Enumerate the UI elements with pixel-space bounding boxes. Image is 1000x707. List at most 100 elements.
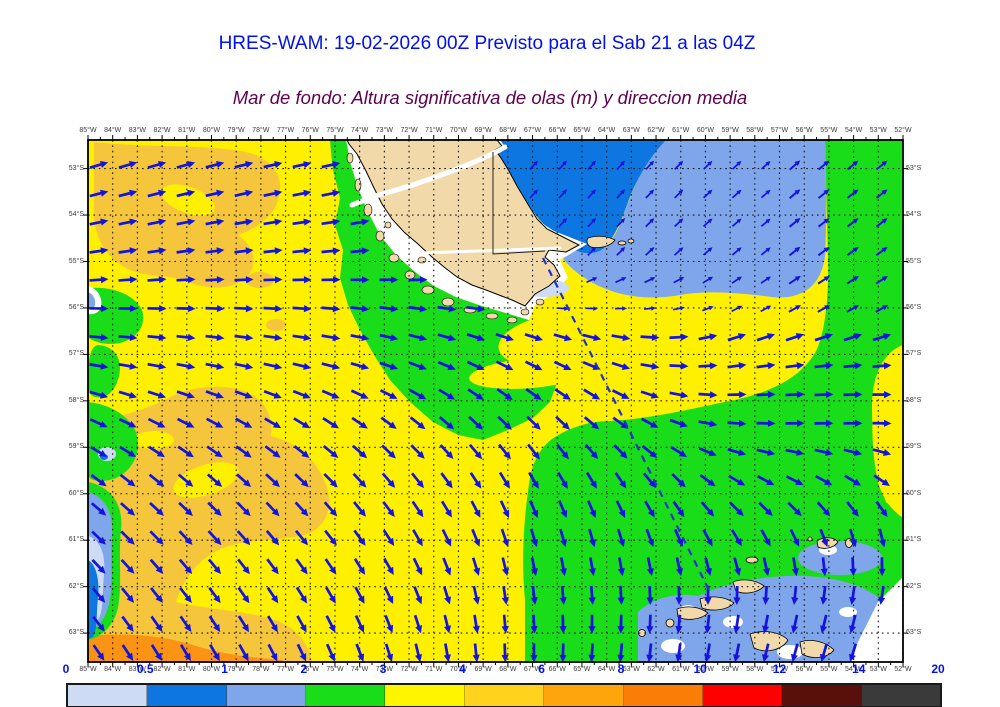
wave-arrow (120, 530, 135, 545)
wave-arrow (756, 362, 776, 370)
wave-arrow (643, 306, 656, 311)
wave-arrow (875, 160, 888, 171)
wave-arrow (120, 558, 135, 574)
wave-arrow (351, 444, 368, 459)
wave-arrow (611, 333, 631, 342)
wave-arrow (89, 247, 109, 255)
wave-arrow (873, 474, 890, 486)
wave-arrow (615, 500, 626, 518)
wave-arrow (588, 643, 596, 663)
colorbar-segment (385, 685, 465, 706)
wave-arrow (294, 501, 309, 517)
wave-arrow (412, 529, 423, 547)
wave-arrow (321, 389, 340, 399)
lon-label-bottom: 73°W (375, 666, 393, 673)
wave-arrow (178, 501, 193, 516)
wave-arrow (118, 304, 138, 313)
wave-arrow (147, 218, 167, 226)
colorbar-segment (306, 685, 386, 706)
wave-arrow (118, 333, 138, 341)
wave-arrow (616, 189, 626, 199)
wave-arrow (731, 247, 742, 256)
wave-arrow (528, 500, 539, 519)
wave-arrow (698, 362, 718, 370)
wave-arrow (733, 557, 741, 576)
wave-arrow (234, 218, 254, 226)
wave-arrow (384, 614, 394, 634)
wave-arrow (616, 160, 626, 171)
colorbar-tick-label: 10 (693, 662, 707, 676)
lon-label-top: 64°W (598, 127, 616, 134)
wave-arrow (846, 501, 859, 517)
wave-arrow (382, 500, 395, 517)
colorbar-tick-label: 6 (538, 662, 545, 676)
wave-arrow (263, 161, 283, 169)
wave-arrow (529, 160, 539, 170)
lon-label-bottom: 59°W (721, 666, 739, 673)
wave-arrow (617, 557, 625, 577)
wave-arrow (814, 448, 834, 456)
colorbar-tick-label: 2 (300, 662, 308, 676)
wave-arrow (704, 643, 712, 663)
wave-arrow (121, 644, 134, 661)
wave-arrow (704, 614, 712, 634)
wave-arrow (698, 333, 718, 341)
wave-arrow (785, 333, 804, 342)
wave-arrow (760, 189, 771, 199)
wave-arrow (703, 160, 713, 170)
wave-arrow (238, 643, 249, 662)
wave-arrow (756, 448, 776, 456)
lat-label-right: 63°S (906, 629, 922, 637)
wave-arrow (294, 473, 309, 488)
wave-arrow (559, 557, 567, 577)
wave-arrow (118, 218, 138, 226)
wave-arrow (205, 276, 225, 284)
wave-arrow (410, 444, 425, 459)
wave-arrow (559, 643, 567, 663)
wave-arrow (234, 247, 254, 255)
wave-arrow (846, 246, 859, 257)
wave-arrow (355, 643, 365, 662)
wave-arrow (587, 160, 597, 171)
wave-arrow (267, 615, 278, 633)
wave-arrow (789, 160, 801, 171)
wave-arrow (675, 557, 683, 577)
lon-label-top: 84°W (104, 127, 122, 134)
lon-label-bottom: 62°W (647, 666, 665, 673)
wave-arrow (412, 557, 423, 576)
colorbar-segment (226, 685, 307, 706)
lon-label-top: 52°W (894, 127, 912, 134)
lat-label-left: 57°S (68, 350, 84, 358)
wave-arrow (176, 247, 196, 255)
colorbar-segment (464, 685, 545, 706)
lon-label-top: 60°W (696, 127, 715, 134)
lon-label-bottom: 78°W (252, 666, 270, 673)
lon-label-top: 79°W (227, 127, 245, 134)
wave-direction-arrows (89, 160, 892, 663)
wave-arrow (208, 587, 221, 604)
wave-arrow (353, 558, 366, 575)
wave-arrow (702, 276, 714, 284)
wave-arrow (237, 615, 250, 633)
wave-arrow (264, 417, 282, 429)
wave-arrow (814, 333, 834, 342)
wave-arrow (92, 615, 105, 632)
lon-label-bottom: 75°W (326, 666, 344, 673)
wave-arrow (292, 276, 312, 284)
wave-arrow (756, 390, 776, 399)
colorbar-tick-label: 14 (852, 662, 866, 676)
wave-arrow (617, 643, 625, 663)
wave-arrow (147, 189, 167, 198)
wave-arrow (760, 305, 772, 313)
wave-arrow (584, 443, 599, 460)
wave-arrow (669, 362, 689, 370)
wave-arrow (791, 585, 799, 605)
wave-arrow (731, 218, 742, 227)
wave-arrow (236, 501, 251, 517)
lon-label-top: 75°W (326, 127, 344, 134)
wave-arrow (437, 305, 457, 313)
wave-arrow (234, 304, 254, 313)
wave-arrow (325, 643, 336, 662)
wave-arrow (350, 305, 370, 313)
wave-arrow (265, 501, 280, 517)
